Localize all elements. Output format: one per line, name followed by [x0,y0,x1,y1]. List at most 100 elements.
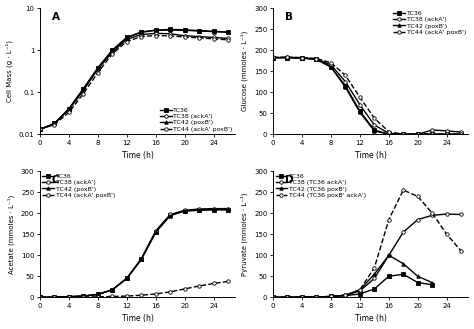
TC42 (poxB') [95,292,100,296]
Line: TC38 (ackA'): TC38 (ackA') [38,207,230,299]
X-axis label: Time (h): Time (h) [122,151,154,160]
TC42 (poxB') [343,85,348,89]
Line: TC38 (ackA'): TC38 (ackA') [38,32,230,131]
X-axis label: Time (h): Time (h) [355,151,387,160]
TC44 (TC36 poxB' ackA') [328,294,334,298]
TC44 (ackA' poxB') [328,61,334,65]
TC42 (poxB') [124,36,129,39]
TC38 (ackA') [444,129,449,133]
TC44 (TC36 poxB' ackA') [401,188,406,192]
TC42 (poxB') [196,208,202,212]
TC38 (ackA') [153,31,159,35]
TC36 [444,132,449,136]
TC44 (ackA' poxB') [52,123,57,127]
TC42 (TC36 poxB') [372,272,377,276]
TC44 (ackA' poxB') [299,56,305,60]
TC42 (TC36 poxB') [328,294,334,298]
TC38 (ackA') [372,123,377,127]
TC36 [401,272,406,276]
TC38 (ackA') [343,80,348,84]
TC42 (poxB') [285,56,291,60]
TC38 (ackA') [458,130,464,134]
TC36 [124,276,129,280]
TC44 (ackA' poxB') [386,130,392,134]
TC38 (ackA') [95,292,100,296]
TC42 (poxB') [37,295,43,299]
TC38 (ackA') [81,294,86,298]
TC36 [124,36,129,39]
TC44 (TC36 poxB' ackA') [458,249,464,253]
TC36 [196,208,202,212]
TC44 (ackA' poxB') [225,279,231,283]
TC44 (TC36 poxB' ackA') [270,295,276,299]
TC44 (ackA' poxB') [138,35,144,38]
TC38 (TC36 ackA') [386,253,392,257]
TC42 (poxB') [124,276,129,280]
TC36 [138,258,144,262]
TC38 (TC36 ackA') [285,295,291,299]
TC38 (ackA') [167,32,173,36]
TC44 (ackA' poxB') [52,295,57,299]
TC44 (ackA' poxB') [196,36,202,40]
TC44 (ackA' poxB') [211,37,217,41]
TC36 [167,213,173,217]
Legend: TC36, TC38 (ackA'), TC42 (poxB'), TC44 (ackA' poxB'): TC36, TC38 (ackA'), TC42 (poxB'), TC44 (… [160,107,234,132]
TC36 [458,132,464,136]
TC38 (ackA') [95,67,100,71]
TC44 (ackA' poxB') [372,116,377,120]
TC38 (ackA') [37,295,43,299]
TC44 (TC36 poxB' ackA') [357,288,363,292]
TC44 (ackA' poxB') [211,282,217,286]
TC38 (ackA') [314,57,319,61]
TC36 [153,230,159,234]
TC42 (poxB') [182,28,188,32]
Y-axis label: Glucose (mmoles · L⁻¹): Glucose (mmoles · L⁻¹) [241,31,248,111]
TC36 [285,56,291,60]
TC38 (ackA') [66,295,72,299]
TC42 (poxB') [211,30,217,34]
TC42 (poxB') [429,132,435,136]
Line: TC44 (ackA' poxB'): TC44 (ackA' poxB') [38,280,230,299]
TC36 [372,128,377,132]
TC38 (ackA') [124,276,129,280]
TC44 (ackA' poxB') [95,295,100,299]
TC36 [196,29,202,33]
TC36 [314,295,319,299]
TC42 (TC36 poxB') [401,262,406,266]
TC44 (ackA' poxB') [182,35,188,39]
TC42 (TC36 poxB') [285,295,291,299]
TC38 (TC36 ackA') [372,276,377,280]
TC38 (ackA') [66,108,72,112]
TC38 (ackA') [138,257,144,261]
Y-axis label: Pyruvate (mmoles · L⁻¹): Pyruvate (mmoles · L⁻¹) [241,192,248,276]
TC36 [225,208,231,212]
TC36 [52,121,57,125]
TC42 (poxB') [167,28,173,32]
Text: D: D [285,175,293,185]
TC42 (poxB') [386,132,392,136]
TC44 (TC36 poxB' ackA') [314,295,319,299]
TC42 (poxB') [314,57,319,61]
TC38 (ackA') [299,56,305,60]
TC44 (ackA' poxB') [444,132,449,136]
Line: TC42 (poxB'): TC42 (poxB') [271,56,463,136]
TC38 (ackA') [167,213,173,216]
TC36 [153,28,159,32]
TC38 (ackA') [124,38,129,41]
TC42 (poxB') [52,295,57,299]
TC36 [167,28,173,32]
TC44 (TC36 poxB' ackA') [415,194,420,198]
TC38 (ackA') [211,36,217,39]
TC38 (ackA') [401,132,406,136]
Legend: TC36, TC38 (ackA'), TC42 (poxB'), TC44 (ackA' poxB'): TC36, TC38 (ackA'), TC42 (poxB'), TC44 (… [393,10,466,36]
TC38 (TC36 ackA') [429,213,435,217]
Line: TC36: TC36 [38,28,230,131]
TC38 (ackA') [138,33,144,37]
TC44 (ackA' poxB') [81,295,86,299]
TC44 (ackA' poxB') [153,34,159,38]
TC44 (ackA' poxB') [167,290,173,294]
TC38 (ackA') [357,103,363,107]
TC44 (ackA' poxB') [458,132,464,136]
TC42 (TC36 poxB') [270,295,276,299]
TC42 (poxB') [81,87,86,91]
